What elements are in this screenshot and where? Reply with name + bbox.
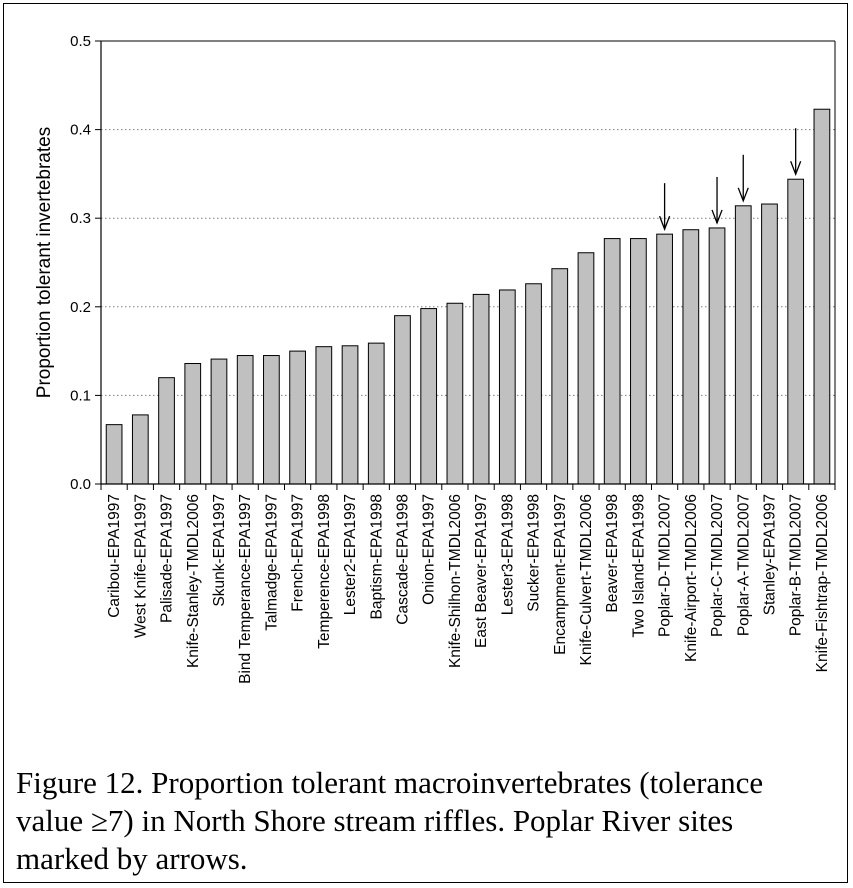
arrow-head: [790, 160, 802, 177]
x-category-label: Two Island-EPA1998: [630, 494, 647, 638]
bar-chart: 0.0 0.1 0.2 0.3 0.4 0.5 Caribou-EPA1997 West K…: [34, 33, 836, 684]
y-tick-label: 0.3: [70, 210, 91, 227]
bar: [630, 238, 647, 485]
bar: [184, 363, 202, 485]
bar: [577, 252, 595, 485]
x-category-label: Encampment-EPA1997: [552, 494, 569, 655]
axes: [95, 40, 836, 490]
bar: [734, 205, 752, 485]
x-category-label: Beaver-EPA1998: [604, 494, 621, 613]
poplar-arrow: [711, 176, 723, 225]
x-category-label: Palisade-EPA1997: [159, 494, 176, 623]
bar: [472, 293, 490, 485]
poplar-arrow: [790, 128, 802, 177]
poplar-arrow: [737, 154, 749, 203]
bar: [656, 233, 673, 485]
x-category-label: West Knife-EPA1997: [132, 494, 149, 638]
bar: [813, 108, 831, 485]
x-category-label: Caribou-EPA1997: [106, 494, 123, 618]
x-category-label: Baptism-EPA1998: [368, 494, 385, 620]
bar: [289, 350, 306, 485]
x-category-label: Talmadge-EPA1997: [263, 494, 280, 631]
bar: [761, 203, 778, 485]
x-category-label: Temperence-EPA1998: [316, 494, 333, 649]
bar: [131, 414, 149, 485]
bar: [498, 289, 516, 485]
x-category-label: Poplar-A-TMDL2007: [735, 494, 752, 636]
bar: [236, 355, 254, 485]
bar: [105, 424, 123, 485]
y-tick-label: 0.4: [70, 122, 91, 139]
x-category-label: Sucker-EPA1998: [526, 494, 543, 612]
x-category-label: Skunk-EPA1997: [211, 494, 228, 607]
arrow-head: [737, 187, 749, 203]
x-category-labels: Caribou-EPA1997 West Knife-EPA1997 Palisad…: [106, 494, 831, 684]
x-category-label: Onion-EPA1997: [421, 494, 438, 605]
bar: [263, 355, 280, 485]
y-tick-label: 0.5: [70, 33, 91, 50]
x-category-label: Cascade-EPA1998: [394, 494, 411, 625]
x-category-label: French-EPA1997: [290, 494, 307, 612]
x-category-label: Poplar-B-TMDL2007: [788, 494, 805, 636]
x-category-label: East Beaver-EPA1997: [473, 494, 490, 648]
y-tick-label: 0.2: [70, 299, 91, 316]
bar: [315, 346, 333, 485]
poplar-arrow: [659, 183, 671, 231]
x-category-label: Bind Temperance-EPA1997: [237, 494, 254, 684]
x-category-label: Stanley-EPA1997: [761, 494, 778, 615]
x-category-label: Lester2-EPA1997: [342, 494, 359, 615]
x-category-label: Knife-Fishtrap-TMDL2006: [814, 494, 831, 672]
y-tick-label: 0.1: [70, 387, 91, 404]
bar: [158, 377, 175, 485]
bar: [420, 308, 438, 485]
x-category-label: Knife-Stanley-TMDL2006: [185, 494, 202, 668]
bar: [210, 358, 228, 485]
bar: [525, 283, 542, 485]
arrow-head: [711, 209, 723, 225]
x-category-label: Knife-Airport-TMDL2006: [683, 494, 700, 662]
bar: [446, 302, 464, 485]
y-tick-label: 0.0: [70, 476, 91, 493]
x-category-label: Knife-Culvert-TMDL2006: [578, 494, 595, 665]
bar: [551, 268, 569, 485]
x-category-label: Poplar-D-TMDL2007: [657, 494, 674, 637]
arrow-head: [659, 215, 671, 231]
bar: [787, 178, 805, 485]
y-axis-title: Proportion tolerant invertebrates: [34, 127, 55, 398]
bar: [341, 345, 359, 485]
bar: [603, 238, 621, 485]
poplar-arrows: [659, 128, 802, 231]
bar: [708, 227, 726, 485]
x-category-label: Knife-Shilhon-TMDL2006: [447, 494, 464, 668]
figure-caption: Figure 12. Proportion tolerant macroinve…: [16, 765, 764, 876]
bar: [682, 229, 700, 485]
bar: [367, 342, 385, 485]
bars: [105, 108, 831, 485]
bar: [394, 315, 411, 485]
y-tick-labels: 0.0 0.1 0.2 0.3 0.4 0.5: [70, 33, 91, 493]
x-category-label: Poplar-C-TMDL2007: [709, 494, 726, 637]
x-category-label: Lester3-EPA1998: [499, 494, 516, 615]
